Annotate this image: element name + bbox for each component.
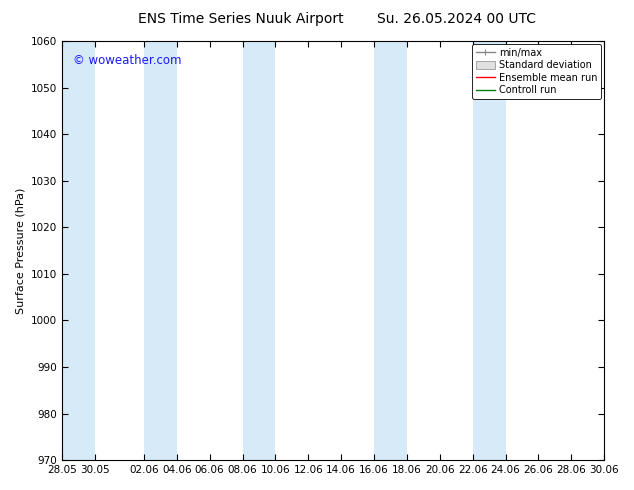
Bar <box>243 41 275 460</box>
Text: © woweather.com: © woweather.com <box>72 53 181 67</box>
Bar <box>144 41 177 460</box>
Text: Su. 26.05.2024 00 UTC: Su. 26.05.2024 00 UTC <box>377 12 536 26</box>
Legend: min/max, Standard deviation, Ensemble mean run, Controll run: min/max, Standard deviation, Ensemble me… <box>472 44 601 99</box>
Bar <box>374 41 407 460</box>
Y-axis label: Surface Pressure (hPa): Surface Pressure (hPa) <box>15 187 25 314</box>
Bar <box>61 41 94 460</box>
Bar <box>473 41 505 460</box>
Text: ENS Time Series Nuuk Airport: ENS Time Series Nuuk Airport <box>138 12 344 26</box>
